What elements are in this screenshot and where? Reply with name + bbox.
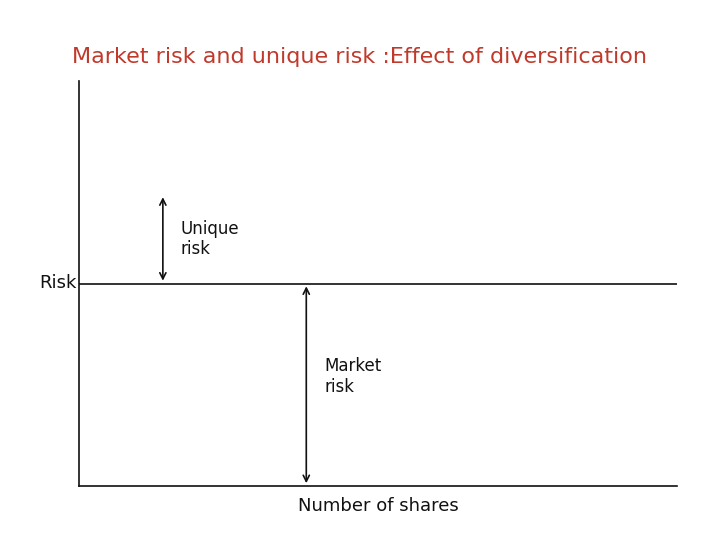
Y-axis label: Risk: Risk <box>40 274 77 293</box>
X-axis label: Number of shares: Number of shares <box>297 497 459 515</box>
Text: Market risk and unique risk :Effect of diversification: Market risk and unique risk :Effect of d… <box>73 46 647 67</box>
Text: Market
risk: Market risk <box>324 357 382 396</box>
Text: Unique
risk: Unique risk <box>181 220 240 258</box>
